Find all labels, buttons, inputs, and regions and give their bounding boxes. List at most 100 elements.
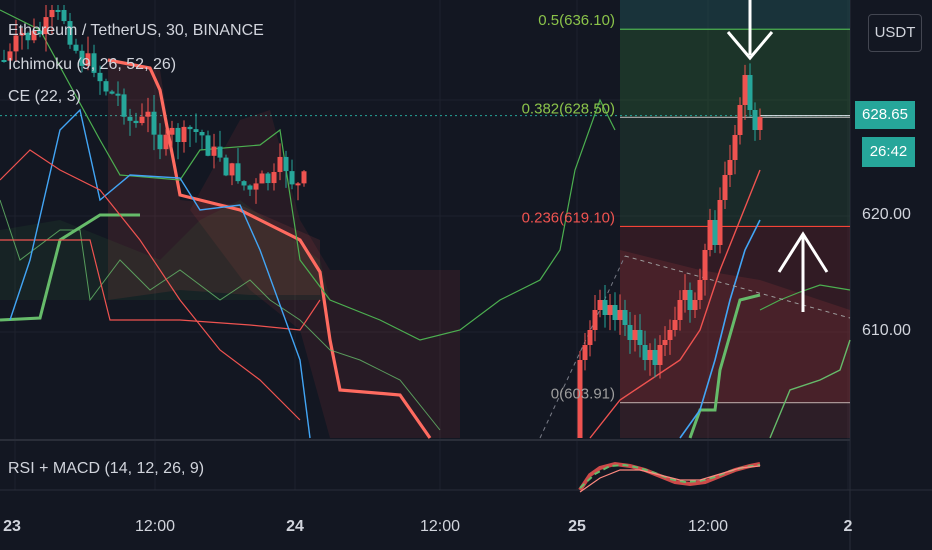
- candles: [1, 5, 763, 438]
- price-tick-610: 610.00: [862, 322, 911, 339]
- candle: [13, 35, 19, 52]
- candle: [127, 116, 133, 121]
- candle: [692, 300, 698, 310]
- candle: [637, 330, 643, 345]
- candle: [295, 183, 301, 186]
- candle: [223, 157, 229, 176]
- ce-legend: CE (22, 3): [8, 88, 81, 105]
- candle: [265, 173, 271, 184]
- candle: [79, 50, 85, 66]
- candle: [677, 300, 683, 320]
- time-tick-label: 12:00: [420, 518, 460, 535]
- candle: [25, 32, 31, 41]
- fib-label: 0(603.91): [551, 386, 615, 403]
- candle: [1, 60, 7, 62]
- candle: [187, 126, 193, 130]
- kumo-red-2: [190, 110, 460, 438]
- candle: [642, 345, 648, 360]
- candle: [602, 300, 608, 315]
- candle: [612, 305, 618, 320]
- candle: [97, 72, 103, 82]
- candle: [181, 126, 187, 143]
- candle: [717, 200, 723, 245]
- candle: [289, 171, 295, 185]
- indicator-lines: [0, 9, 851, 439]
- time-tick-label: 12:00: [135, 518, 175, 535]
- candle: [301, 171, 307, 184]
- candle: [145, 111, 151, 117]
- candle: [582, 345, 588, 360]
- currency-button[interactable]: USDT: [868, 14, 922, 52]
- candle: [211, 146, 217, 156]
- candle: [235, 163, 241, 182]
- time-tick-label: 2: [844, 518, 853, 535]
- candle: [229, 163, 235, 176]
- ichimoku-cloud: [0, 60, 850, 438]
- candle: [707, 220, 713, 250]
- last-price-badge: 628.65: [855, 101, 915, 129]
- candle: [283, 156, 289, 172]
- candle: [752, 110, 758, 130]
- chandelier-exit-long-2: [688, 293, 761, 439]
- candle: [133, 120, 139, 124]
- candle: [682, 290, 688, 300]
- candle: [91, 53, 97, 73]
- candle: [667, 330, 673, 340]
- candle: [622, 310, 628, 325]
- time-tick-label: 24: [286, 518, 304, 535]
- candle: [697, 280, 703, 300]
- kumo-red-3: [620, 250, 850, 438]
- tenkan-sen: [0, 149, 301, 421]
- chandelier-exit-short: [107, 58, 432, 439]
- time-tick-label: 25: [568, 518, 586, 535]
- candle: [647, 350, 653, 360]
- time-axis: 23 12:00 24 12:00 25 12:00 2: [3, 518, 852, 535]
- candle: [157, 134, 163, 150]
- candle: [632, 330, 638, 340]
- candle: [19, 32, 25, 36]
- candle: [103, 81, 109, 92]
- candle: [67, 21, 73, 45]
- candle: [662, 340, 668, 345]
- candle: [205, 135, 211, 156]
- candle: [217, 146, 223, 158]
- candle: [31, 30, 37, 41]
- fib-zone-05: [620, 29, 850, 118]
- candle: [199, 131, 205, 136]
- candle: [737, 105, 743, 135]
- trend-line-down: [624, 255, 851, 319]
- ichimoku-legend: Ichimoku (9, 26, 52, 26): [8, 56, 177, 73]
- candle: [37, 30, 43, 35]
- senkou-a-2: [759, 284, 851, 311]
- kumo-green: [0, 200, 330, 300]
- candle: [175, 127, 181, 143]
- time-tick-label: 12:00: [688, 518, 728, 535]
- candle: [747, 75, 753, 110]
- senkou-a: [0, 199, 441, 431]
- candle: [151, 111, 157, 135]
- candle: [259, 173, 265, 184]
- candle: [627, 325, 633, 340]
- candle: [253, 183, 259, 190]
- candle: [597, 300, 603, 310]
- candle: [139, 116, 145, 124]
- tenkan-sen-2: [589, 169, 761, 439]
- candle: [277, 156, 283, 173]
- fib-label: 0.236(619.10): [522, 209, 615, 226]
- candle: [193, 129, 199, 132]
- candle: [61, 10, 67, 22]
- candle: [85, 53, 91, 66]
- candle: [727, 160, 733, 175]
- candle: [652, 350, 658, 365]
- candle: [657, 345, 663, 365]
- kijun-sen-2: [679, 219, 761, 439]
- candle: [592, 310, 598, 330]
- annotation-arrows: [726, 0, 829, 312]
- kumo-red: [108, 60, 320, 300]
- fib-zone-top: [620, 0, 850, 30]
- candle: [607, 305, 613, 315]
- candle: [73, 44, 79, 51]
- trend-line-up: [539, 255, 626, 439]
- candle: [109, 91, 115, 94]
